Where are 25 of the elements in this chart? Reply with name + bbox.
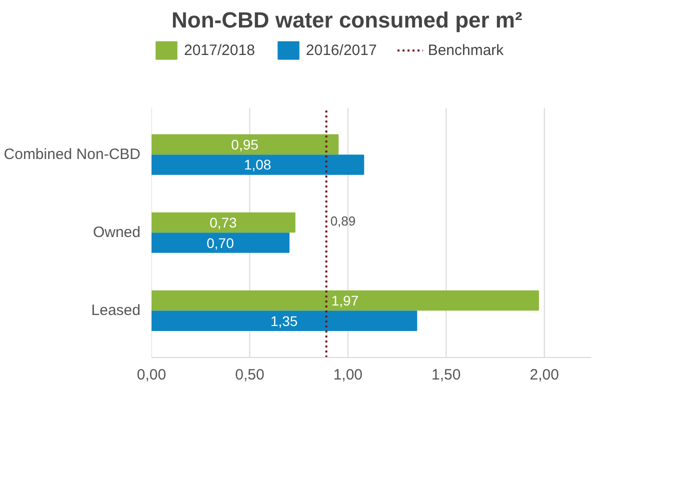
bar xyxy=(152,154,364,175)
x-tick-label: 0,00 xyxy=(136,366,166,384)
legend-label: 2016/2017 xyxy=(306,42,377,58)
data-label: 0,70 xyxy=(206,234,234,251)
x-tick-label: 1,50 xyxy=(432,366,461,384)
x-tick-label: 0,50 xyxy=(235,366,264,384)
x-tick-label: 1,00 xyxy=(333,366,363,384)
y-tick-label: Leased xyxy=(91,302,141,320)
data-label: 1,97 xyxy=(331,292,359,309)
chart-title: Non-CBD water consumed per m² xyxy=(172,8,522,32)
data-label: 1,08 xyxy=(244,156,272,173)
data-label: 0,95 xyxy=(231,136,259,152)
bar xyxy=(152,232,290,253)
annotation: 0,89 xyxy=(330,213,356,228)
data-label: 0,73 xyxy=(210,214,238,230)
y-tick-label: Owned xyxy=(92,224,141,242)
legend-label: 2017/2018 xyxy=(184,42,255,58)
legend-label: Benchmark xyxy=(428,42,504,58)
bar xyxy=(152,134,339,155)
bar xyxy=(152,212,296,233)
x-tick-label: 2,00 xyxy=(530,366,559,384)
bar xyxy=(152,290,539,311)
y-tick-label: Combined Non-CBD xyxy=(4,146,141,164)
bar xyxy=(152,310,418,331)
data-label: 1,35 xyxy=(270,312,298,329)
